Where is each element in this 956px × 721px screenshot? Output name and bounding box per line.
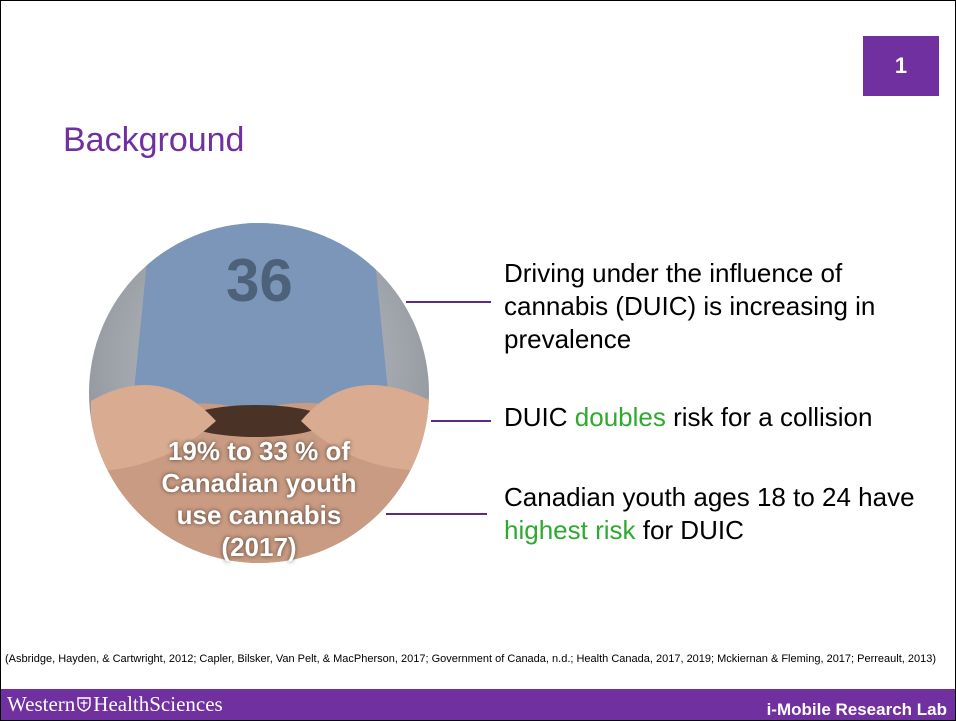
caption-line: Canadian youth bbox=[161, 468, 357, 498]
text: Driving under the influence of cannabis … bbox=[504, 258, 876, 354]
bullet-point: Driving under the influence of cannabis … bbox=[504, 257, 944, 356]
svg-text:36: 36 bbox=[226, 247, 293, 314]
illustration: 36 bbox=[89, 223, 491, 563]
slide-title: Background bbox=[63, 121, 245, 159]
slide-number: 1 bbox=[863, 36, 939, 96]
bullet-point: DUIC doubles risk for a collision bbox=[504, 401, 944, 434]
highlighted-text: doubles bbox=[574, 402, 666, 432]
brand-text: HealthSciences bbox=[93, 692, 223, 716]
connector-lines bbox=[386, 301, 491, 515]
caption-line: (2017) bbox=[221, 532, 297, 562]
lab-name: i-Mobile Research Lab bbox=[766, 700, 947, 719]
footer: Western HealthSciences i-Mobile Research … bbox=[1, 689, 955, 720]
image-caption: 19% to 33 % of Canadian youth use cannab… bbox=[129, 435, 389, 563]
brand: Western HealthSciences bbox=[7, 692, 223, 717]
text: risk for a collision bbox=[665, 402, 873, 432]
highlighted-text: highest risk bbox=[504, 515, 636, 545]
caption-line: use cannabis bbox=[176, 500, 342, 530]
shield-icon bbox=[77, 697, 91, 712]
text: DUIC bbox=[504, 402, 575, 432]
brand-text: Western bbox=[7, 692, 76, 716]
citation: (Asbridge, Hayden, & Cartwright, 2012; C… bbox=[5, 653, 937, 665]
text: for DUIC bbox=[635, 515, 744, 545]
caption-line: 19% to 33 % of bbox=[167, 436, 351, 466]
bullet-point: Canadian youth ages 18 to 24 have highes… bbox=[504, 481, 944, 547]
text: Canadian youth ages 18 to 24 have bbox=[504, 482, 915, 512]
photo: 36 bbox=[89, 223, 429, 563]
